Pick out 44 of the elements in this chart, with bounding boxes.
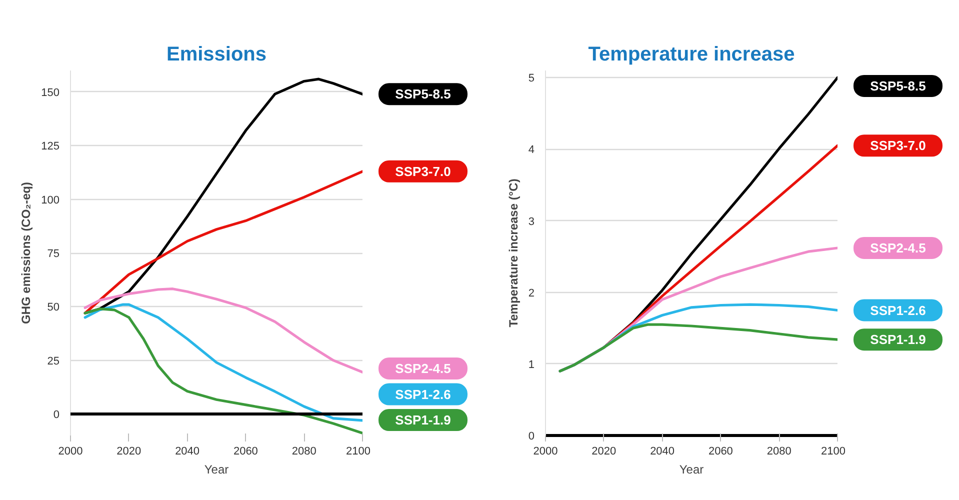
y-tick-label: 150 <box>41 86 60 99</box>
y-tick-label: 50 <box>47 302 60 314</box>
x-tick-label: 2100 <box>346 446 371 458</box>
text: SSP1-2.6 <box>395 386 451 402</box>
x-tick-label: 2060 <box>233 446 258 458</box>
text: SSP1-2.6 <box>870 302 926 318</box>
y-tick-label: 4 <box>528 144 535 156</box>
x-tick-label: 2100 <box>821 446 846 458</box>
y-tick-label: 75 <box>47 248 60 260</box>
text: SSP2-4.5 <box>395 361 451 376</box>
line-series <box>84 288 362 374</box>
x-tick-label: 2060 <box>708 446 733 458</box>
y-tick-label: 25 <box>47 355 60 368</box>
y-axis-title: Temperature increase (°C) <box>506 178 520 328</box>
x-tick-label: 2000 <box>533 446 558 458</box>
x-tick-label: 2040 <box>650 446 675 458</box>
y-tick-label: 3 <box>528 216 535 228</box>
text: SSP3-7.0 <box>870 138 926 154</box>
text: SSP1-1.9 <box>870 332 926 348</box>
x-tick-label: 2080 <box>766 446 792 458</box>
chart-title: Emissions <box>166 44 267 66</box>
x-axis-title: Year <box>679 462 704 476</box>
x-tick-label: 2020 <box>116 446 142 458</box>
text: SSP1-1.9 <box>395 412 451 428</box>
x-axis-title: Year <box>204 462 229 476</box>
text: SSP3-7.0 <box>395 164 451 179</box>
text: SSP2-4.5 <box>870 240 926 256</box>
x-tick-label: 2080 <box>292 446 316 458</box>
y-tick-label: 0 <box>53 409 60 422</box>
chart-title: Temperature increase <box>588 44 795 66</box>
y-tick-label: 100 <box>41 194 60 206</box>
y-tick-label: 1 <box>528 358 535 371</box>
text: SSP5-8.5 <box>870 78 926 94</box>
y-tick-label: 2 <box>528 287 535 300</box>
line-series <box>84 170 362 314</box>
y-tick-label: 5 <box>528 72 535 85</box>
line-series <box>558 323 838 372</box>
y-tick-label: 0 <box>528 430 535 442</box>
x-tick-label: 2000 <box>58 446 83 458</box>
y-tick-label: 125 <box>41 140 60 153</box>
x-tick-label: 2040 <box>175 446 200 458</box>
x-tick-label: 2020 <box>592 446 616 458</box>
y-axis-title: GHG emissions (CO₂-eq) <box>19 182 34 324</box>
text: SSP5-8.5 <box>395 86 451 102</box>
